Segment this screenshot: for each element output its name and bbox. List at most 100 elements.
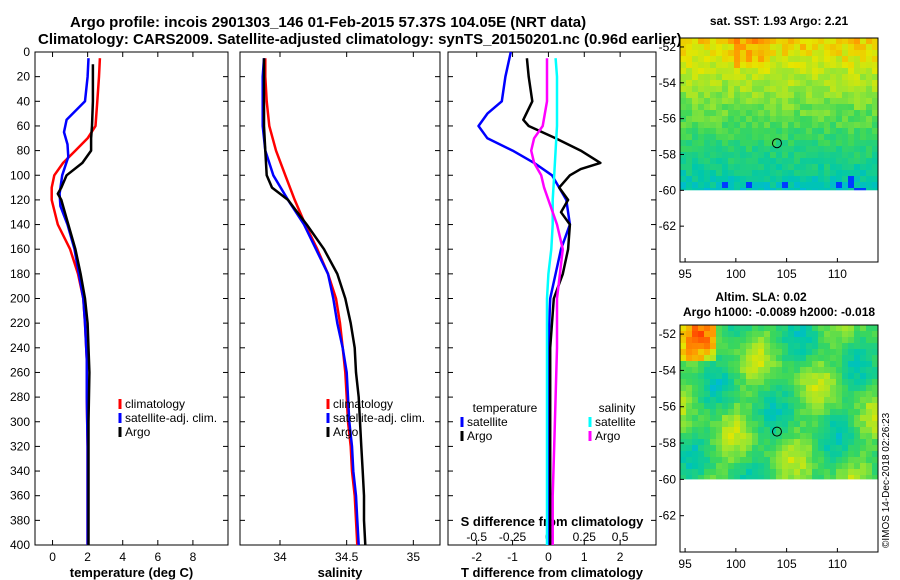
heatmap-cell [704,56,710,62]
heatmap-cell [692,74,698,80]
heatmap-cell [806,140,812,146]
heatmap-cell [824,469,830,475]
heatmap-cell [788,433,794,439]
heatmap-cell [734,128,740,134]
heatmap-cell [860,176,866,182]
heatmap-cell [758,361,764,367]
heatmap-cell [842,331,848,337]
heatmap-cell [794,128,800,134]
heatmap-cell [746,367,752,373]
heatmap-cell [806,415,812,421]
heatmap-cell [686,451,692,457]
heatmap-cell [848,110,854,116]
heatmap-cell [842,140,848,146]
heatmap-cell [800,367,806,373]
heatmap-cell [812,427,818,433]
heatmap-cell [842,397,848,403]
heatmap-cell [800,451,806,457]
heatmap-cell [740,188,746,191]
heatmap-cell [782,361,788,367]
heatmap-cell [872,331,878,337]
panel-temperature: 0204060801001201401601802002202402602803… [10,45,229,580]
sla_map-xtick-label: 110 [828,557,847,571]
heatmap-cell [752,86,758,92]
heatmap-cell [866,80,872,86]
heatmap-cell [788,391,794,397]
heatmap-cell [824,86,830,92]
heatmap-cell [716,158,722,164]
legend-label: satellite-adj. clim. [333,411,425,425]
heatmap-cell [812,421,818,427]
heatmap-cell [836,164,842,170]
heatmap-cell [746,104,752,110]
heatmap-cell [704,98,710,104]
heatmap-cell [746,325,752,331]
heatmap-cell [794,349,800,355]
heatmap-cell [752,469,758,475]
heatmap-cell [770,44,776,50]
heatmap-cell [734,146,740,152]
heatmap-cell [830,116,836,122]
heatmap-cell [752,415,758,421]
heatmap-cell [716,146,722,152]
heatmap-cell [704,122,710,128]
depth-tick-label: 20 [17,70,31,84]
heatmap-cell [872,128,878,134]
heatmap-cell [836,140,842,146]
heatmap-cell [764,152,770,158]
heatmap-cell [740,176,746,182]
heatmap-cell [770,391,776,397]
legend-label: Argo [333,425,359,439]
heatmap-cell [800,379,806,385]
heatmap-cell [740,403,746,409]
heatmap-cell [806,463,812,469]
heatmap-cell [770,433,776,439]
heatmap-cell [680,68,686,74]
heatmap-cell [764,385,770,391]
heatmap-cell [758,104,764,110]
heatmap-cell [848,56,854,62]
heatmap-cell [854,325,860,331]
heatmap-cell [680,475,686,480]
heatmap-cell [854,134,860,140]
heatmap-cell [746,331,752,337]
heatmap-cell [824,403,830,409]
heatmap-cell [794,379,800,385]
heatmap-cell [782,331,788,337]
heatmap-cell [758,62,764,68]
heatmap-cell [752,337,758,343]
heatmap-cell [704,188,710,191]
heatmap-cell [734,397,740,403]
heatmap-cell [812,92,818,98]
heatmap-cell [734,122,740,128]
heatmap-cell [782,403,788,409]
heatmap-cell [866,62,872,68]
heatmap-cell [818,68,824,74]
heatmap-cell [752,343,758,349]
heatmap-cell [692,152,698,158]
heatmap-cell [740,475,746,480]
heatmap-cell [836,110,842,116]
heatmap-cell [860,140,866,146]
heatmap-cell [866,50,872,56]
heatmap-cell [770,331,776,337]
heatmap-cell [830,176,836,182]
heatmap-cell [728,56,734,62]
heatmap-cell [716,385,722,391]
heatmap-cell [848,164,854,170]
heatmap-cell [842,451,848,457]
heatmap-cell [848,391,854,397]
heatmap-cell [866,421,872,427]
heatmap-cell [800,170,806,176]
legend-label: climatology [125,397,185,411]
heatmap-cell [794,92,800,98]
heatmap-cell [722,475,728,480]
heatmap-cell [842,391,848,397]
heatmap-cell [872,74,878,80]
heatmap-cell [794,176,800,182]
heatmap-cell [752,463,758,469]
heatmap-cell [710,373,716,379]
heatmap-cell [782,337,788,343]
heatmap-cell [746,373,752,379]
